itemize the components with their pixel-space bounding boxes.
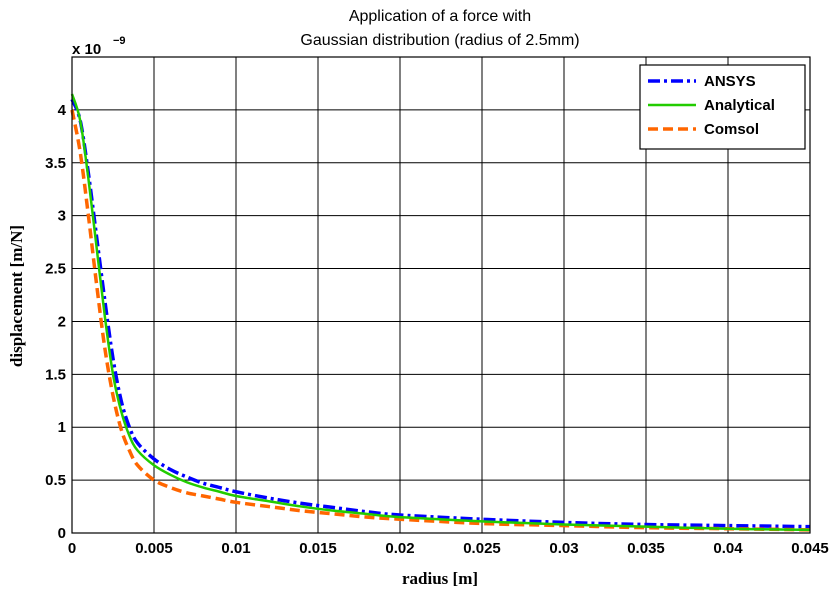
- series-line-comsol: [70, 109, 811, 532]
- x-tick-label: 0: [68, 540, 76, 557]
- y-tick-label: 1.5: [45, 366, 66, 383]
- y-tick-label: 3.5: [45, 155, 66, 172]
- x-tick-label: 0.005: [135, 540, 173, 557]
- plot-frame: [71, 56, 811, 534]
- chart-title-line-2: Gaussian distribution (radius of 2.5mm): [300, 32, 579, 49]
- chart-title-line-1: Application of a force with: [349, 8, 531, 25]
- x-tick-label: 0.02: [385, 540, 414, 557]
- y-tick-label: 1: [58, 419, 66, 436]
- y-axis-label: displacement [m/N]: [7, 225, 26, 367]
- x-tick-label: 0.01: [221, 540, 250, 557]
- legend: ANSYS Analytical Comsol: [639, 64, 806, 150]
- y-tick-label: 4: [58, 102, 67, 119]
- series-line-analytical: [70, 93, 811, 532]
- legend-label-comsol: Comsol: [704, 121, 759, 138]
- x-axis-label: radius [m]: [402, 569, 478, 588]
- y-tick-label: 3: [58, 208, 66, 225]
- x-tick-label: 0.025: [463, 540, 501, 557]
- y-multiplier-base: x 10: [72, 41, 101, 58]
- legend-label-analytical: Analytical: [704, 97, 775, 114]
- series-line-ansys: [70, 98, 811, 529]
- x-tick-label: 0.04: [713, 540, 743, 557]
- x-tick-label: 0.03: [549, 540, 578, 557]
- y-tick-label: 0.5: [45, 472, 66, 489]
- y-tick-label: 2.5: [45, 261, 66, 278]
- y-tick-label: 2: [58, 313, 66, 330]
- legend-label-ansys: ANSYS: [704, 73, 756, 90]
- y-multiplier-exponent: −9: [113, 35, 126, 47]
- y-tick-label: 0: [58, 525, 66, 542]
- y-multiplier: x 10 −9: [72, 35, 126, 58]
- x-tick-label: 0.035: [627, 540, 665, 557]
- x-tick-label: 0.045: [791, 540, 829, 557]
- x-tick-label: 0.015: [299, 540, 337, 557]
- legend-box: [639, 64, 806, 150]
